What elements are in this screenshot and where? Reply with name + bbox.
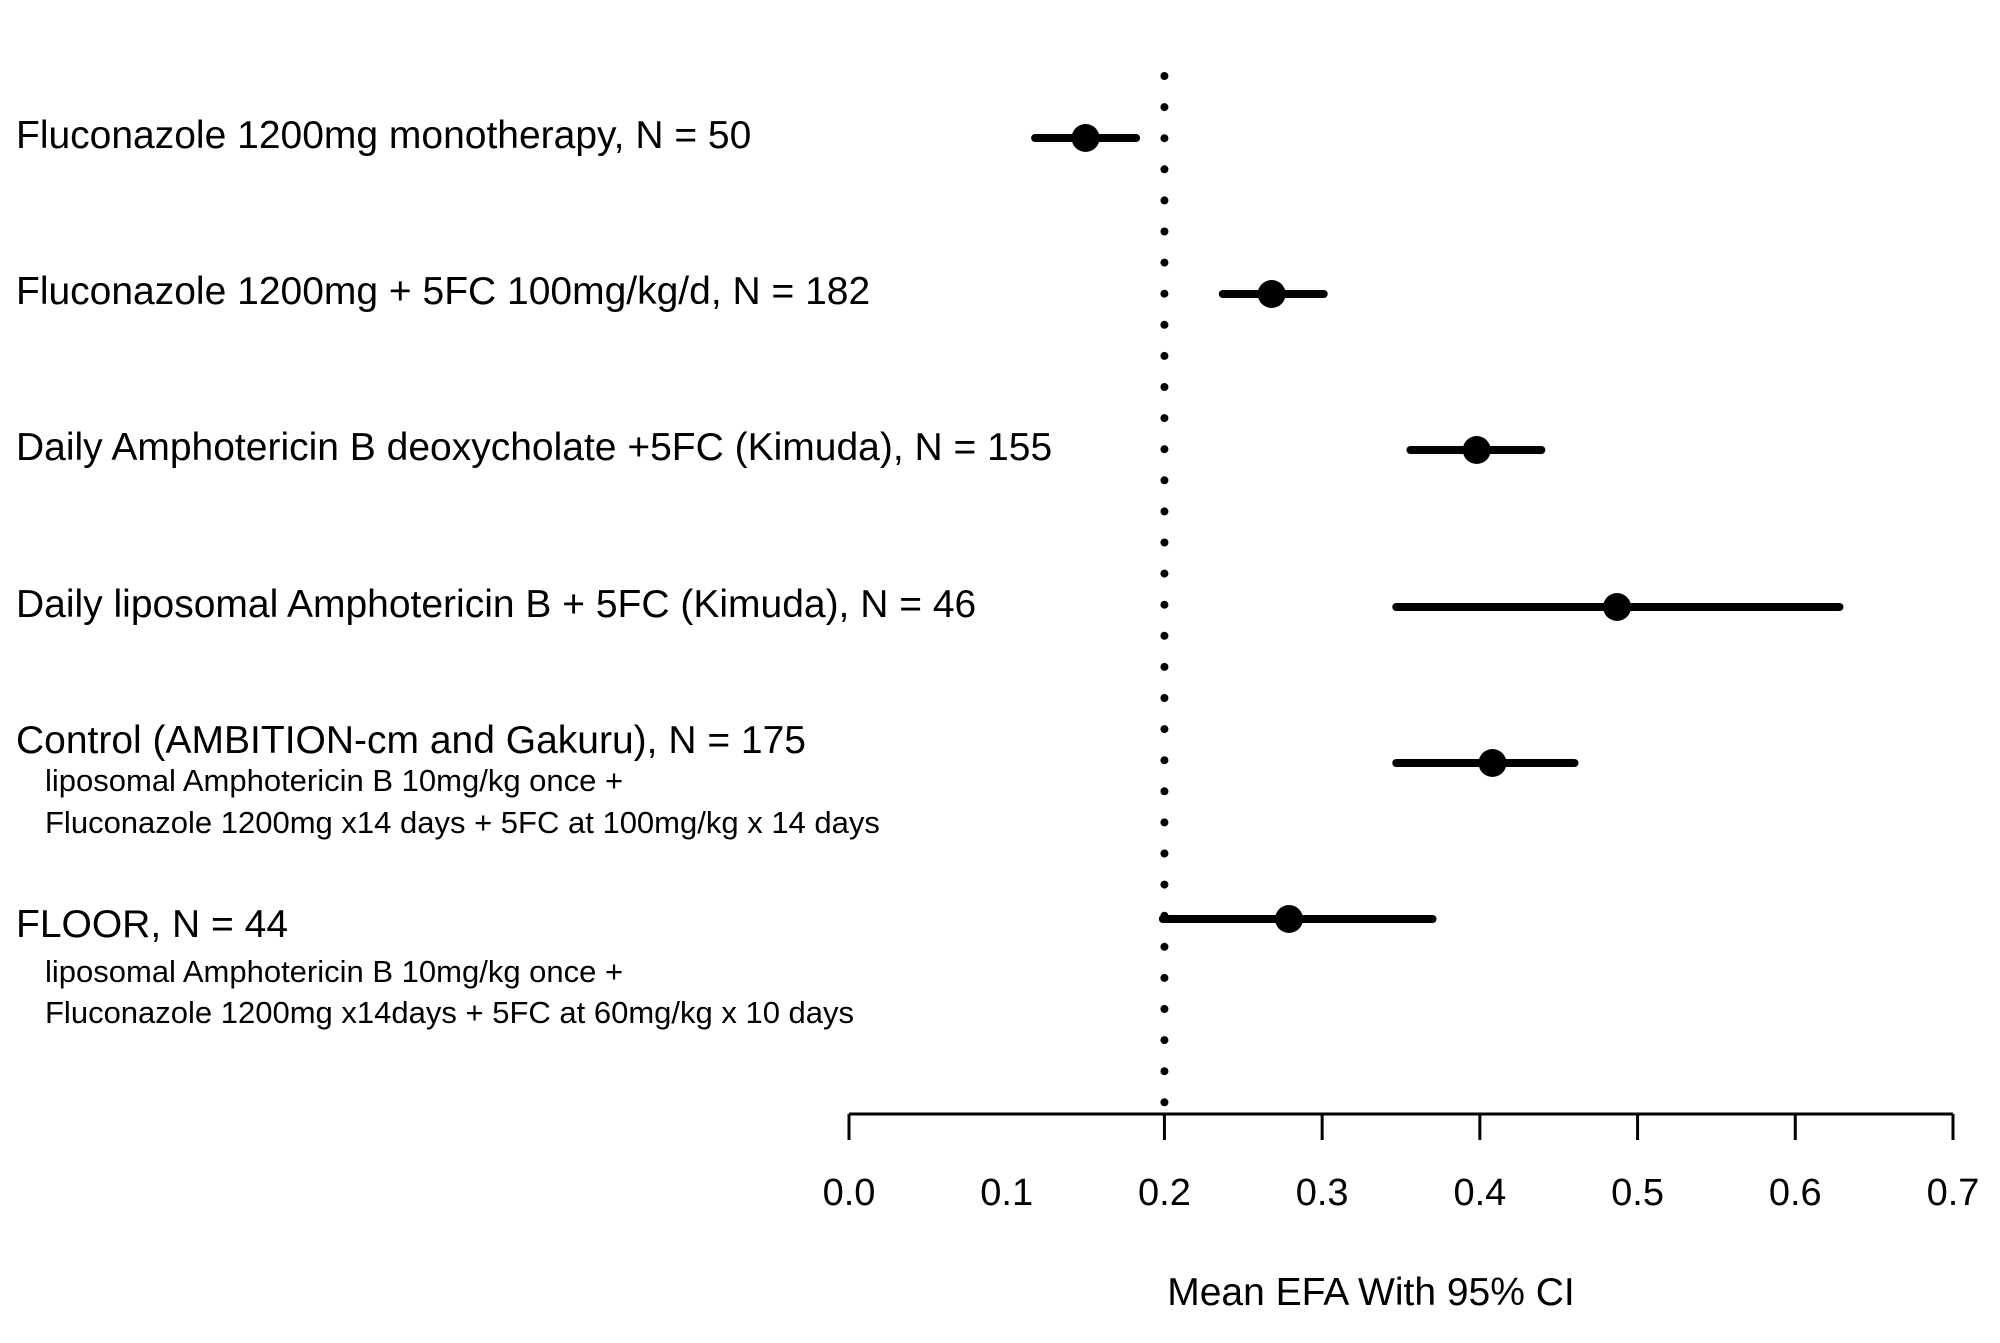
reference-line-dot xyxy=(1160,1005,1169,1013)
mean-point xyxy=(1462,436,1491,464)
reference-line-dot xyxy=(1160,880,1169,889)
x-axis-title: Mean EFA With 95% CI xyxy=(1167,1271,1575,1314)
reference-line-dot xyxy=(1160,445,1169,454)
reference-line-dot xyxy=(1160,942,1169,951)
reference-line-dot xyxy=(1160,694,1169,702)
reference-line-dot xyxy=(1160,289,1169,298)
mean-point xyxy=(1603,593,1632,621)
reference-line-dot xyxy=(1160,414,1169,423)
reference-line-dot xyxy=(1160,258,1169,267)
x-tick-label: 0.6 xyxy=(1769,1172,1822,1214)
reference-line-dot xyxy=(1160,600,1169,609)
ci-row xyxy=(1158,905,1437,933)
row-sublabel: Fluconazole 1200mg x14 days + 5FC at 100… xyxy=(45,805,880,840)
reference-line-dot xyxy=(1160,320,1169,329)
reference-line-dot xyxy=(1160,849,1169,858)
ci-row xyxy=(1218,280,1328,308)
reference-line-dot xyxy=(1160,818,1169,827)
row-sublabel: liposomal Amphotericin B 10mg/kg once + xyxy=(45,954,623,989)
x-tick-label: 0.5 xyxy=(1611,1172,1664,1214)
row-label: Fluconazole 1200mg + 5FC 100mg/kg/d, N =… xyxy=(16,270,870,313)
x-tick-label: 0.7 xyxy=(1927,1172,1980,1214)
ci-marks xyxy=(1031,124,1844,933)
reference-line-dot xyxy=(1160,196,1169,205)
x-axis-ticks xyxy=(847,1114,1955,1140)
reference-line-dot xyxy=(1160,787,1169,796)
reference-line-dot xyxy=(1160,383,1169,391)
mean-point xyxy=(1071,124,1100,152)
reference-line-dot xyxy=(1160,227,1169,236)
mean-point xyxy=(1257,280,1286,308)
x-tick-label: 0.3 xyxy=(1296,1172,1349,1214)
x-axis-tick-labels: 0.0 0.1 0.2 0.3 0.4 0.5 0.6 0.7 xyxy=(823,1172,1980,1214)
row-label: Daily Amphotericin B deoxycholate +5FC (… xyxy=(16,426,1052,469)
x-tick-label: 0.4 xyxy=(1453,1172,1506,1214)
ci-row xyxy=(1031,124,1141,152)
row-label: FLOOR, N = 44 xyxy=(16,903,288,946)
reference-line-dot xyxy=(1160,351,1169,360)
reference-line-dot xyxy=(1160,756,1169,765)
ci-row xyxy=(1392,749,1579,777)
reference-line-dot xyxy=(1160,1036,1169,1045)
row-label: Daily liposomal Amphotericin B + 5FC (Ki… xyxy=(16,583,976,626)
reference-line-dot xyxy=(1160,165,1169,174)
ci-row xyxy=(1392,593,1844,621)
mean-point xyxy=(1478,749,1507,777)
row-sublabel: Fluconazole 1200mg x14days + 5FC at 60mg… xyxy=(45,995,854,1030)
reference-line-dot xyxy=(1160,973,1169,982)
ci-row xyxy=(1406,436,1546,464)
reference-line-dot xyxy=(1160,476,1169,485)
x-axis: 0.0 0.1 0.2 0.3 0.4 0.5 0.6 0.7 xyxy=(823,1112,1980,1214)
reference-line-dot xyxy=(1160,1098,1169,1107)
mean-point xyxy=(1275,905,1304,933)
reference-line-dot xyxy=(1160,569,1169,578)
reference-line-dot xyxy=(1160,725,1169,734)
reference-line-dotted xyxy=(1160,72,1169,1107)
reference-line-dot xyxy=(1160,1067,1169,1076)
reference-line-dot xyxy=(1160,662,1169,671)
row-label: Control (AMBITION-cm and Gakuru), N = 17… xyxy=(16,719,806,762)
reference-line-dot xyxy=(1160,103,1169,112)
reference-line-dot xyxy=(1160,507,1169,516)
row-label: Fluconazole 1200mg monotherapy, N = 50 xyxy=(16,114,751,157)
x-tick-label: 0.2 xyxy=(1138,1172,1191,1214)
reference-line-dot xyxy=(1160,72,1169,80)
reference-line-dot xyxy=(1160,134,1169,143)
x-tick-label: 0.1 xyxy=(980,1172,1033,1214)
row-sublabel: liposomal Amphotericin B 10mg/kg once + xyxy=(45,763,623,798)
x-tick-label: 0.0 xyxy=(823,1172,876,1214)
row-labels: Fluconazole 1200mg monotherapy, N = 50 Fl… xyxy=(16,114,1052,1030)
reference-line-dot xyxy=(1160,538,1169,547)
reference-line-dot xyxy=(1160,631,1169,640)
